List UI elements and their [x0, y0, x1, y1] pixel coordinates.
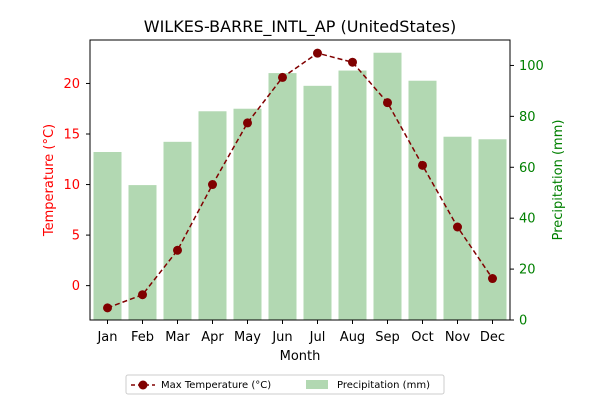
- temperature-point: [313, 48, 322, 58]
- temperature-point: [173, 245, 182, 255]
- chart-title: WILKES-BARRE_INTL_AP (UnitedStates): [144, 17, 456, 37]
- left-tick-label: 0: [72, 279, 80, 294]
- legend-label-precipitation: Precipitation (mm): [337, 380, 430, 391]
- right-tick-label: 80: [519, 110, 536, 125]
- precipitation-bar: [338, 70, 367, 320]
- temperature-point: [278, 72, 287, 82]
- right-axis-ticks: 0 20 40 60 80 100: [510, 59, 544, 329]
- left-tick-label: 10: [63, 178, 80, 193]
- legend-line-marker: [138, 380, 148, 390]
- precipitation-bar: [163, 141, 192, 320]
- precipitation-bars: [93, 52, 507, 321]
- precipitation-bar: [373, 52, 402, 321]
- precipitation-bar: [128, 185, 157, 320]
- legend: Max Temperature (°C) Precipitation (mm): [125, 374, 445, 395]
- temperature-point: [383, 98, 392, 108]
- left-axis-ticks: 0 5 10 15 20: [63, 77, 90, 294]
- x-tick-label: Jul: [309, 330, 326, 345]
- temperature-point: [138, 290, 147, 300]
- x-tick-label: Oct: [411, 330, 433, 345]
- left-tick-label: 15: [63, 128, 80, 143]
- x-tick-label: Mar: [165, 330, 190, 345]
- x-tick-label: Jan: [96, 330, 117, 345]
- legend-label-temperature: Max Temperature (°C): [161, 380, 271, 391]
- x-tick-label: Jun: [271, 330, 292, 345]
- right-tick-label: 20: [519, 263, 536, 278]
- x-tick-label: May: [234, 330, 261, 345]
- right-tick-label: 40: [519, 212, 536, 227]
- temperature-point: [348, 57, 357, 67]
- x-axis-ticks: Jan Feb Mar Apr May Jun Jul Aug Sep Oct Nov Dec: [96, 320, 505, 345]
- plot-frame: [89, 39, 511, 321]
- precipitation-bar: [198, 111, 227, 320]
- temperature-series-line: [107, 52, 494, 309]
- x-tick-label: Aug: [340, 330, 365, 345]
- precipitation-bar: [408, 80, 437, 321]
- left-tick-label: 20: [63, 77, 80, 92]
- temperature-point: [418, 160, 427, 170]
- right-tick-label: 100: [519, 59, 544, 74]
- x-tick-label: Nov: [445, 330, 471, 345]
- precipitation-bar: [268, 73, 297, 320]
- right-tick-label: 0: [519, 314, 527, 329]
- x-tick-label: Sep: [375, 330, 400, 345]
- x-tick-label: Feb: [131, 330, 154, 345]
- legend-bar-swatch: [306, 380, 328, 389]
- temperature-point: [103, 303, 112, 313]
- x-tick-label: Dec: [480, 330, 505, 345]
- left-axis-label: Temperature (°C): [42, 124, 57, 237]
- legend-frame: [125, 374, 445, 395]
- x-axis-label: Month: [280, 349, 321, 364]
- temperature-line: [103, 48, 497, 313]
- temperature-point: [453, 222, 462, 232]
- temperature-point: [208, 180, 217, 190]
- precipitation-bar: [233, 108, 262, 321]
- precipitation-bar: [478, 139, 507, 320]
- precipitation-bar: [93, 152, 122, 320]
- temperature-point: [243, 118, 252, 128]
- right-tick-label: 60: [519, 161, 536, 176]
- x-tick-label: Apr: [201, 330, 224, 345]
- temperature-point: [488, 274, 497, 284]
- left-tick-label: 5: [72, 229, 80, 244]
- precipitation-bar: [303, 85, 332, 321]
- right-axis-label: Precipitation (mm): [551, 120, 566, 241]
